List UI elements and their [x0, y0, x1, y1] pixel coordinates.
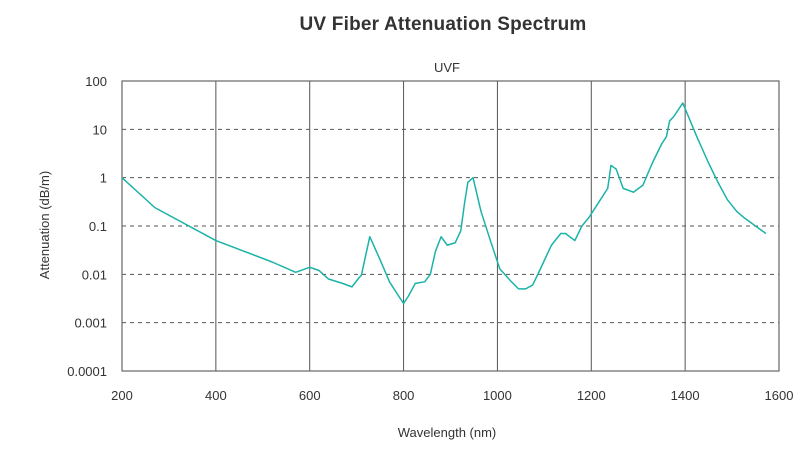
series-line-uvf: [121, 102, 767, 305]
y-tick-label-10: 10: [93, 122, 107, 137]
x-tick-label-600: 600: [299, 388, 321, 403]
y-tick-labels: 100 10 1 0.1 0.01 0.001 0.0001: [67, 74, 107, 379]
x-tick-label-1000: 1000: [483, 388, 512, 403]
chart-title: UV Fiber Attenuation Spectrum: [299, 14, 587, 35]
y-tick-label-0.0001: 0.0001: [67, 364, 107, 379]
chart-subtitle: UVF: [434, 60, 460, 75]
x-tick-label-1200: 1200: [577, 388, 606, 403]
y-tick-label-0.1: 0.1: [89, 219, 107, 234]
x-tick-label-1600: 1600: [765, 388, 794, 403]
y-tick-label-100: 100: [85, 74, 107, 89]
y-axis-label: Attenuation (dB/m): [37, 171, 52, 279]
x-tick-label-800: 800: [393, 388, 415, 403]
x-tick-label-200: 200: [111, 388, 133, 403]
y-tick-label-1: 1: [100, 171, 107, 186]
y-tick-label-0.01: 0.01: [82, 267, 107, 282]
plot-frame: [121, 80, 780, 372]
x-tick-label-1400: 1400: [671, 388, 700, 403]
grid-lines: [122, 81, 779, 371]
x-tick-labels: 200 400 600 800 1000 1200 1400 1600: [111, 388, 793, 403]
y-tick-label-0.001: 0.001: [74, 316, 107, 331]
x-axis-label: Wavelength (nm): [398, 425, 497, 440]
x-tick-label-400: 400: [205, 388, 227, 403]
